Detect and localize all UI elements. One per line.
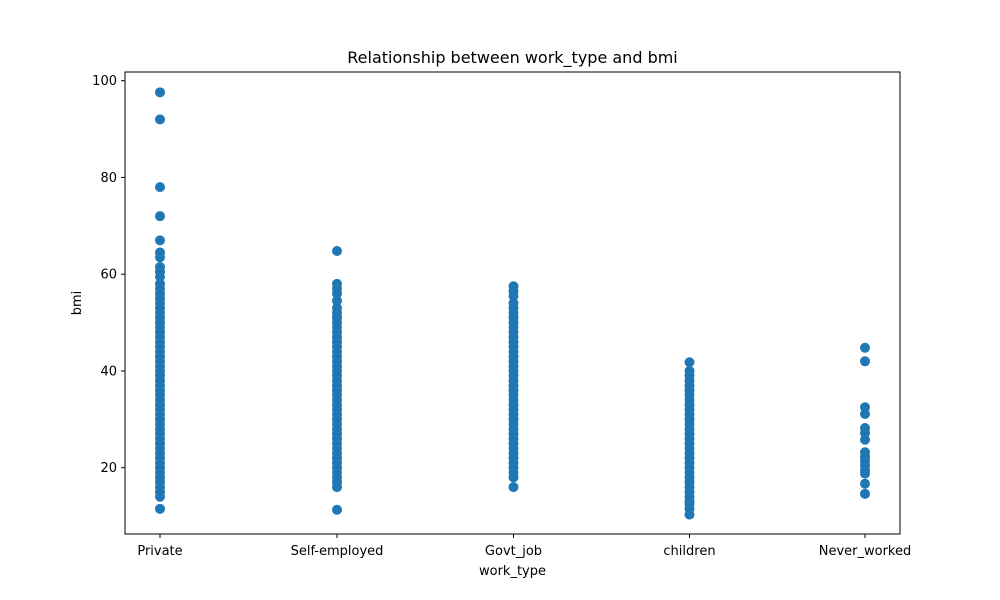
y-tick-label: 40: [100, 364, 117, 379]
data-point: [860, 356, 870, 367]
plot-area-frame: [124, 71, 901, 535]
data-point: [332, 295, 342, 306]
data-point: [860, 423, 870, 434]
x-axis-label: work_type: [479, 564, 546, 579]
data-point: [155, 503, 165, 514]
data-point: [155, 87, 165, 98]
y-tick-label: 20: [100, 461, 117, 476]
y-tick-label: 80: [100, 171, 117, 186]
data-point: [155, 247, 165, 258]
y-tick-label: 100: [92, 74, 117, 89]
y-tick-label: 60: [100, 268, 117, 283]
ticks-layer: 20 40 60 80 100 Private Self-employed Govt_job c…: [92, 74, 911, 559]
data-point: [860, 447, 870, 458]
data-point: [332, 303, 342, 314]
x-tick-label: children: [663, 544, 715, 559]
data-point: [155, 211, 165, 222]
data-point: [155, 182, 165, 193]
data-point: [508, 281, 519, 292]
x-tick-label: Private: [137, 544, 182, 559]
data-point: [155, 114, 165, 125]
data-point: [155, 235, 165, 246]
x-tick-label: Never_worked: [819, 544, 912, 559]
data-point: [155, 261, 165, 272]
x-tick-label: Self-employed: [291, 544, 384, 559]
y-axis-label: bmi: [70, 291, 85, 316]
data-point: [508, 482, 519, 493]
data-point: [860, 478, 870, 489]
data-point: [860, 488, 870, 499]
x-tick-label: Govt_job: [485, 544, 542, 559]
data-point: [684, 357, 695, 368]
data-point: [332, 504, 342, 515]
data-point: [332, 245, 342, 256]
points-layer: [155, 87, 870, 520]
data-point: [684, 365, 695, 376]
data-point: [508, 298, 519, 309]
data-point: [860, 342, 870, 353]
data-point: [332, 278, 342, 289]
data-point: [155, 278, 165, 289]
data-point: [860, 402, 870, 413]
chart-title: Relationship between work_type and bmi: [347, 48, 678, 68]
